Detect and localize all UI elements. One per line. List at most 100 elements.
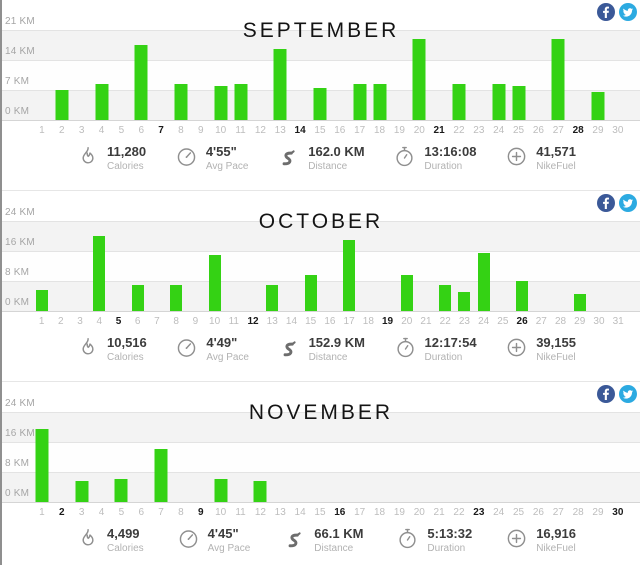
stat-label: Distance (314, 542, 354, 554)
run-bar-day-10[interactable] (214, 86, 228, 120)
day-label: 29 (574, 316, 586, 327)
run-bar-day-5[interactable] (114, 479, 128, 502)
run-bar-day-4[interactable] (95, 84, 108, 120)
day-column (167, 191, 186, 311)
run-bar-day-24[interactable] (492, 84, 506, 120)
run-bar-day-1[interactable] (35, 429, 49, 502)
stat-nikefuel: 39,155 NikeFuel (505, 335, 576, 371)
run-bar-day-4[interactable] (93, 236, 106, 311)
run-bar-day-24[interactable] (477, 253, 490, 311)
run-bar-day-29[interactable] (591, 92, 605, 120)
day-column (171, 0, 191, 120)
run-bar-day-2[interactable] (55, 90, 69, 120)
day-column (186, 191, 205, 311)
twitter-share-button[interactable] (619, 194, 637, 212)
day-label: 7 (158, 507, 164, 518)
run-bar-day-26[interactable] (516, 281, 529, 311)
y-axis-label: 0 KM (5, 297, 30, 308)
plot-area: NOVEMBER 24 KM 16 KM 8 KM 0 KM (2, 382, 640, 503)
day-column (131, 0, 151, 120)
day-column (231, 0, 251, 120)
run-bar-day-6[interactable] (131, 285, 144, 311)
day-column (301, 191, 320, 311)
run-bar-day-8[interactable] (170, 285, 183, 311)
stat-duration: 13:16:08 Duration (393, 144, 476, 180)
y-axis-label: 8 KM (5, 458, 30, 469)
stat-distance: 66.1 KM Distance (283, 526, 363, 562)
run-bar-day-23[interactable] (458, 292, 471, 311)
run-bar-day-27[interactable] (551, 39, 565, 120)
facebook-share-button[interactable] (597, 194, 615, 212)
run-bar-day-22[interactable] (452, 84, 466, 120)
run-bar-day-1[interactable] (35, 290, 48, 311)
run-bar-day-10[interactable] (208, 255, 221, 311)
day-label: 13 (274, 507, 286, 518)
day-column (469, 0, 489, 120)
month-section-october: OCTOBER 24 KM 16 KM 8 KM 0 KM 1 2 3 4 5 6 7 8 9 10 11… (2, 190, 640, 379)
run-bar-day-11[interactable] (234, 84, 248, 120)
stat-value: 4'45" (207, 526, 239, 541)
route-icon (288, 532, 301, 548)
day-label: 9 (192, 316, 199, 327)
run-bar-day-20[interactable] (400, 275, 413, 311)
run-bar-day-20[interactable] (412, 39, 426, 120)
day-column (52, 0, 72, 120)
run-bar-day-7[interactable] (154, 449, 168, 502)
day-column (340, 191, 359, 311)
run-bar-day-3[interactable] (75, 481, 89, 502)
day-label: 25 (512, 125, 525, 136)
run-bar-day-17[interactable] (353, 84, 367, 120)
stat-value: 4,499 (107, 526, 140, 541)
flame-icon (82, 528, 94, 546)
day-column (231, 382, 251, 502)
stat-nikefuel: 16,916 NikeFuel (505, 526, 576, 562)
day-label: 15 (305, 316, 317, 327)
day-column (32, 382, 52, 502)
day-label: 3 (78, 507, 85, 518)
run-bar-day-10[interactable] (214, 479, 228, 502)
run-bar-day-22[interactable] (439, 285, 452, 311)
day-column (469, 382, 489, 502)
stat-value: 5:13:32 (427, 526, 473, 541)
run-bar-day-13[interactable] (266, 285, 279, 311)
day-label: 10 (215, 507, 227, 518)
y-axis-label: 7 KM (5, 76, 30, 87)
day-column (205, 191, 224, 311)
facebook-share-button[interactable] (597, 3, 615, 21)
run-bar-day-15[interactable] (304, 275, 317, 311)
day-column (489, 0, 509, 120)
gridline (2, 221, 640, 222)
day-column (568, 0, 588, 120)
run-bar-day-6[interactable] (134, 45, 148, 120)
day-column (191, 382, 211, 502)
facebook-share-button[interactable] (597, 385, 615, 403)
day-column (211, 382, 231, 502)
day-column (409, 382, 429, 502)
run-bar-day-15[interactable] (313, 88, 327, 120)
day-label: 22 (439, 316, 451, 327)
run-bar-day-13[interactable] (273, 49, 287, 120)
run-bar-day-8[interactable] (174, 84, 188, 120)
day-label: 7 (154, 316, 160, 327)
route-icon (283, 341, 296, 357)
gridline (2, 60, 640, 61)
day-label: 23 (473, 507, 485, 518)
run-bar-day-29[interactable] (573, 294, 586, 311)
stat-label: Duration (424, 160, 463, 172)
day-column (359, 191, 378, 311)
twitter-share-button[interactable] (619, 385, 637, 403)
run-bar-day-25[interactable] (512, 86, 526, 120)
day-column (263, 191, 282, 311)
run-bar-day-12[interactable] (253, 481, 267, 502)
run-bar-day-17[interactable] (343, 240, 356, 311)
day-column (320, 191, 339, 311)
gridline (2, 472, 640, 473)
y-axis-label: 16 KM (5, 428, 35, 439)
day-column (429, 0, 449, 120)
facebook-icon (597, 3, 615, 21)
day-label: 2 (59, 507, 65, 518)
day-column (250, 382, 270, 502)
twitter-share-button[interactable] (619, 3, 637, 21)
day-column (290, 382, 310, 502)
run-bar-day-18[interactable] (373, 84, 387, 120)
